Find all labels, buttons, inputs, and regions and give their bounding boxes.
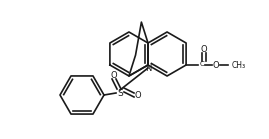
Text: O: O [111, 70, 117, 80]
Text: CH₃: CH₃ [232, 60, 246, 70]
Text: C: C [200, 61, 204, 67]
Text: O: O [213, 60, 220, 70]
Text: O: O [135, 90, 141, 100]
Text: S: S [117, 89, 123, 97]
Text: O: O [201, 44, 207, 54]
Text: N: N [145, 64, 151, 73]
